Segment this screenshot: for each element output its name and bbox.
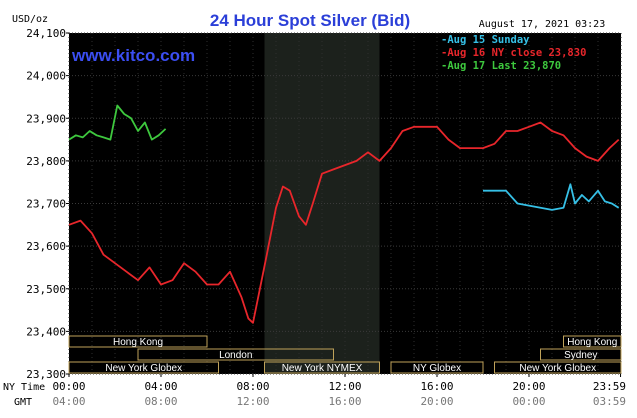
x-tick-label-gmt: 04:00 <box>52 395 85 408</box>
y-tick-label: 23,600 <box>26 240 66 253</box>
series-line-1 <box>68 121 620 324</box>
x-axis: 00:00 04:00 08:00 12:00 16:00 20:00 23:59 04:00… <box>52 374 626 408</box>
x-tick-label-ny: 08:00 <box>236 380 269 393</box>
x-tick-label-gmt: 16:00 <box>328 395 361 408</box>
x-tick-label-ny: 20:00 <box>512 380 545 393</box>
session-label: London <box>219 350 252 361</box>
x-tick-label-gmt: 00:00 <box>512 395 545 408</box>
x-tick-label-ny: 04:00 <box>144 380 177 393</box>
x-tick-label-gmt: 12:00 <box>236 395 269 408</box>
session-bars: Hong Kong London New York Globex New York N… <box>68 335 622 374</box>
session-bar <box>494 361 622 374</box>
x-tick-label-gmt: 08:00 <box>144 395 177 408</box>
session-label: NY Globex <box>413 363 461 374</box>
legend-entry: -Aug 17 Last 23,870 <box>441 60 561 72</box>
y-tick-label: 23,500 <box>26 283 66 296</box>
y-axis: 23,300 23,400 23,500 23,600 23,700 23,800 23,9… <box>26 27 69 381</box>
series-lines <box>68 104 620 324</box>
session-label: Hong Kong <box>113 337 163 348</box>
x-tick-label-gmt: 03:59 <box>593 395 626 408</box>
brand-label: www.kitco.com <box>71 46 195 65</box>
y-tick-label: 23,400 <box>26 325 66 338</box>
legend-entry: -Aug 16 NY close 23,830 <box>441 47 586 59</box>
session-label: Sydney <box>564 350 597 361</box>
grid <box>68 32 622 375</box>
x-tick-label-ny: 00:00 <box>52 380 85 393</box>
x-tick-label-ny: 12:00 <box>328 380 361 393</box>
session-bar <box>540 348 622 361</box>
y-tick-label: 24,000 <box>26 70 66 83</box>
session-bar <box>68 335 208 348</box>
date-stamp: August 17, 2021 03:23 <box>479 19 605 30</box>
x-tick-label-ny: 23:59 <box>593 380 626 393</box>
x-tick-label-ny: 16:00 <box>420 380 453 393</box>
legend-entry: -Aug 15 Sunday <box>441 34 530 46</box>
y-tick-label: 24,100 <box>26 27 66 40</box>
session-bar <box>563 335 622 348</box>
x-row-label-ny: NY Time <box>3 382 45 393</box>
y-axis-label: USD/oz <box>12 14 48 25</box>
x-row-label-gmt: GMT <box>14 397 32 408</box>
session-bar <box>68 361 219 374</box>
y-tick-label: 23,800 <box>26 155 66 168</box>
x-tick-label-gmt: 20:00 <box>420 395 453 408</box>
session-bar <box>390 361 484 374</box>
session-label: Hong Kong <box>567 337 617 348</box>
series-line-2 <box>68 104 167 141</box>
y-tick-label: 23,700 <box>26 198 66 211</box>
y-tick-label: 23,300 <box>26 368 66 381</box>
legend: -Aug 15 Sunday-Aug 16 NY close 23,830-Au… <box>441 34 586 72</box>
session-bar <box>264 361 380 374</box>
y-tick-label: 23,900 <box>26 112 66 125</box>
session-label: New York Globex <box>105 363 182 374</box>
series-line-0 <box>483 183 620 211</box>
chart-title: 24 Hour Spot Silver (Bid) <box>210 11 410 30</box>
session-label: New York Globex <box>519 363 596 374</box>
session-label: New York NYMEX <box>282 363 363 374</box>
session-bar <box>137 348 334 361</box>
